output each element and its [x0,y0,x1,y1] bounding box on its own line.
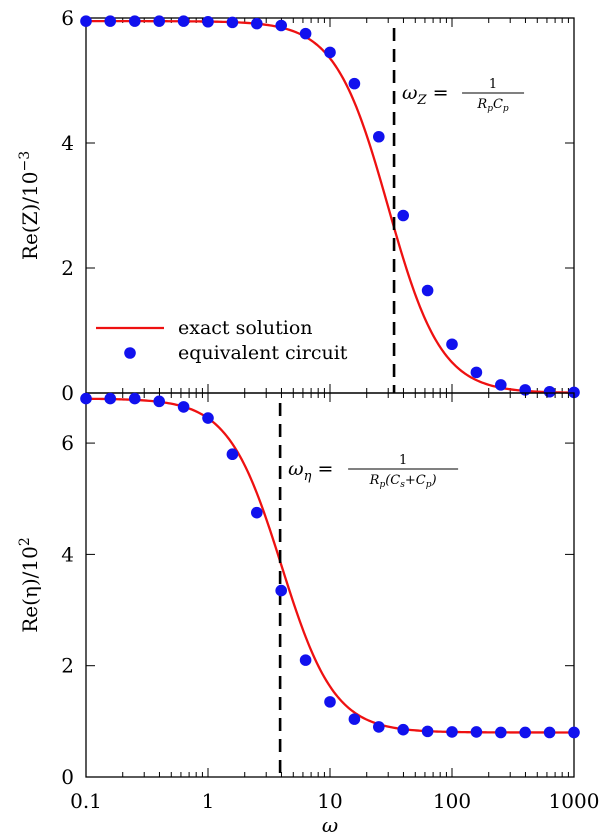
equivalent-circuit-point [104,392,117,405]
legend-label-exact: exact solution [178,317,313,339]
equivalent-circuit-point [568,726,580,739]
equivalent-circuit-point [299,27,312,40]
legend: exact solution equivalent circuit [96,317,348,364]
x-tick-label: 1 [202,789,215,813]
equivalent-circuit-point [543,726,556,739]
fraction-denominator: RpCp [476,97,509,114]
y-tick-label: 6 [61,6,74,30]
y-axis-label: Re(η)/102 [17,537,42,633]
equivalent-circuit-point [226,16,239,29]
fraction-numerator: 1 [399,453,407,468]
fraction-numerator: 1 [489,77,497,92]
top-panel: 0 2 4 6 Re(Z)/10−3 ωZ = 1 RpCp exact solution eq… [17,6,580,405]
equivalent-circuit-point [373,721,385,733]
equivalent-circuit-point [324,696,336,708]
equivalent-circuit-point [470,726,483,738]
cutoff-annotation: ωZ = [402,82,449,108]
exact-solution-curve [86,19,575,394]
equivalent-circuit-point [275,584,287,597]
equivalent-circuit-point [202,412,214,424]
equivalent-circuit-point [299,654,312,666]
equivalent-circuit-point [397,723,409,736]
legend-label-circuit: equivalent circuit [178,342,348,364]
x-tick-label: 100 [433,789,471,813]
equivalent-circuit-point [373,130,385,143]
equivalent-circuit-point [348,77,361,90]
x-tick-label: 0.1 [70,789,102,813]
equivalent-circuit-point [495,726,507,739]
plot-frame [85,392,575,778]
equivalent-circuit-point [421,725,434,738]
equivalent-circuit-point [397,209,409,222]
equivalent-circuit-point [128,392,141,405]
plot-frame [85,17,575,394]
equivalent-circuit-point [251,506,263,519]
equivalent-circuit-point [226,448,239,461]
equivalent-circuit-point [519,726,531,739]
equivalent-circuit-point [104,15,117,27]
y-tick-label: 6 [61,431,74,455]
cutoff-annotation: ωη = [288,458,333,484]
x-tick-label: 1000 [549,789,600,813]
x-axis-label: ω [322,813,338,837]
y-tick-label: 2 [61,256,74,280]
equivalent-circuit-point [446,726,458,738]
equivalent-circuit-point [177,15,190,27]
y-tick-label: 2 [61,654,74,678]
x-tick-label: 10 [317,789,342,813]
equivalent-circuit-point [446,338,458,351]
equivalent-circuit-point [202,15,214,28]
equivalent-circuit-point [80,15,92,27]
y-tick-label: 4 [61,542,74,566]
y-tick-label: 0 [61,765,74,789]
bottom-panel: 0 2 4 6 0.1 1 10 100 1000 Re(η)/102 ω ωη = 1 Rp(Cs+C… [17,392,600,837]
equivalent-circuit-point [495,379,507,391]
equivalent-circuit-point [275,19,287,32]
y-tick-label: 0 [61,381,74,405]
equivalent-circuit-point [251,17,263,30]
y-axis-label: Re(Z)/10−3 [17,151,42,260]
equivalent-circuit-point [348,713,361,725]
equivalent-circuit-point [153,15,165,27]
equivalent-circuit-point [128,15,141,27]
equivalent-circuit-point [543,385,556,398]
equivalent-circuit-point [421,284,434,297]
equivalent-circuit-point [153,395,165,408]
fraction-denominator: Rp(Cs+Cp) [369,473,437,490]
exact-solution-curve [85,397,574,734]
equivalent-circuit-point [177,401,190,413]
equivalent-circuit-point [470,366,483,379]
equivalent-circuit-point [324,46,336,59]
legend-point-swatch [124,347,136,359]
y-tick-label: 4 [61,131,74,155]
equivalent-circuit-point [80,392,92,405]
